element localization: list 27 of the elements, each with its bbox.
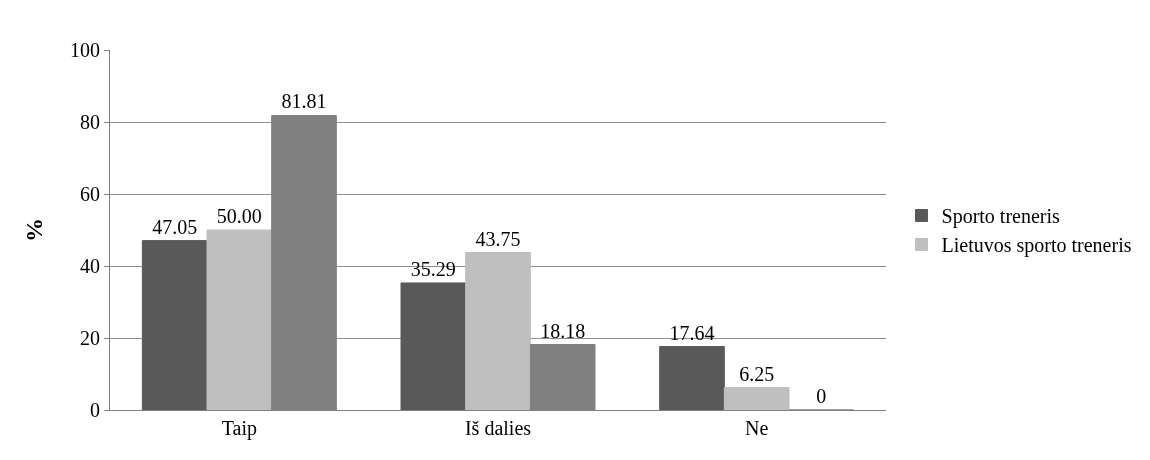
x-tick-label: Taip — [221, 417, 257, 440]
data-label: 6.25 — [739, 362, 775, 385]
bar — [659, 346, 725, 410]
bar — [400, 282, 467, 410]
x-tick-label: Iš dalies — [464, 417, 532, 439]
y-tick-label: 100 — [70, 39, 100, 61]
x-tick-label: Ne — [745, 417, 769, 439]
data-label: 81.81 — [281, 90, 327, 113]
legend-label: Sporto treneris — [941, 205, 1061, 229]
data-label: 47.05 — [152, 215, 198, 238]
y-tick-label: 60 — [80, 183, 100, 205]
y-tick-label: 80 — [80, 111, 100, 133]
bar — [206, 229, 273, 410]
data-label: 35.29 — [410, 257, 456, 280]
y-tick-label: 40 — [80, 255, 100, 277]
data-label: 18.18 — [540, 319, 586, 342]
y-tick-label: 0 — [90, 399, 100, 421]
data-label: 43.75 — [475, 227, 521, 250]
data-label: 0 — [816, 385, 827, 407]
y-tick-label: 20 — [80, 327, 100, 349]
bar — [141, 240, 208, 410]
bar — [465, 252, 531, 410]
bar — [723, 387, 790, 410]
data-label: 50.00 — [216, 205, 262, 227]
data-label: 17.64 — [669, 321, 715, 344]
y-axis-title: % — [21, 218, 48, 242]
legend-label: Lietuvos sporto treneris — [941, 234, 1132, 258]
